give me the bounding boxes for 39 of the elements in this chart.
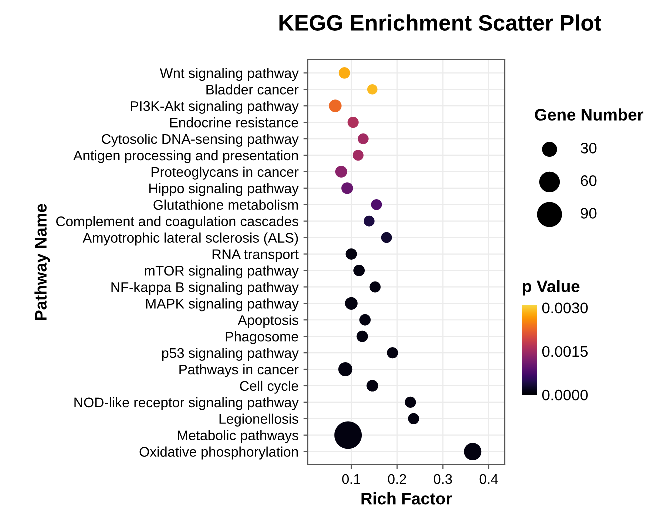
color-bar-label: 0.0015: [542, 346, 588, 358]
legend-label: 60: [581, 176, 597, 186]
y-tick-label: Cytosolic DNA-sensing pathway: [102, 134, 299, 147]
y-tick-label: Metabolic pathways: [178, 430, 298, 444]
x-tick-label: 0.4: [480, 474, 498, 484]
y-tick-label: Oxidative phosphorylation: [140, 446, 298, 460]
y-tick-label: RNA transport: [212, 250, 299, 262]
color-bar-label: 0.0030: [542, 302, 588, 314]
y-tick-label: Hippo signaling pathway: [150, 183, 299, 196]
y-tick-label: Pathways in cancer: [180, 364, 299, 378]
y-tick-label: NOD-like receptor signaling pathway: [74, 397, 299, 410]
y-tick-label: Endocrine resistance: [170, 118, 298, 128]
y-tick-label: Proteoglycans in cancer: [152, 166, 299, 180]
x-axis-title: Rich Factor: [362, 492, 452, 505]
y-tick-label: Apoptosis: [238, 315, 298, 328]
y-tick-label: Legionellosis: [220, 414, 298, 427]
y-tick-label: Amyotrophic lateral sclerosis (ALS): [82, 232, 298, 246]
legend-title: Gene Number: [535, 108, 644, 121]
y-tick-label: mTOR signaling pathway: [144, 266, 299, 279]
y-tick-label: Phagosome: [226, 332, 298, 344]
y-tick-label: Cell cycle: [240, 380, 298, 394]
y-tick-label: Antigen processing and presentation: [74, 150, 298, 164]
x-tick-label: 0.2: [388, 474, 406, 484]
x-tick-label: 0.3: [434, 474, 452, 484]
y-tick-label: PI3K-Akt signaling pathway: [131, 101, 299, 114]
legend-label: 30: [580, 142, 597, 154]
y-tick-label: NF-kappa B signaling pathway: [112, 282, 299, 296]
color-bar-title: p Value: [523, 280, 580, 296]
chart-title: KEGG Enrichment Scatter Plot: [280, 14, 602, 31]
y-tick-label: MAPK signaling pathway: [146, 298, 299, 312]
y-tick-label: Glutathione metabolism: [154, 200, 298, 210]
y-tick-label: p53 signaling pathway: [162, 348, 299, 361]
x-tick-label: 0.1: [342, 474, 360, 484]
legend-label: 90: [581, 208, 597, 219]
y-axis-title: Pathway Name: [34, 204, 50, 320]
y-tick-label: Wnt signaling pathway: [160, 68, 299, 82]
y-tick-label: Bladder cancer: [206, 84, 299, 95]
color-bar-label: 0.0000: [542, 390, 588, 401]
y-tick-label: Complement and coagulation cascades: [56, 216, 298, 230]
